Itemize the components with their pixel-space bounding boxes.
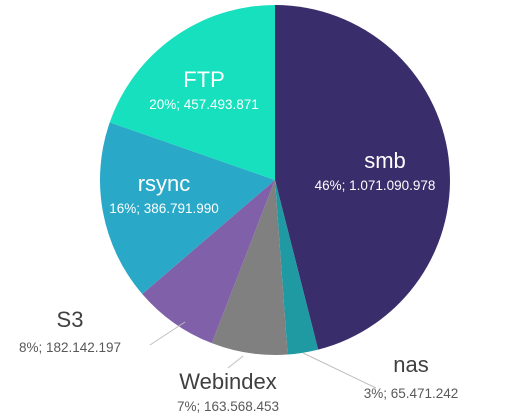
leader-line-s3 [149,321,186,346]
slice-value-label-smb: 46%; 1.071.090.978 [315,178,436,193]
slice-value-label-rsync: 16%; 386.791.990 [109,201,219,216]
leader-line-webindex [227,355,244,369]
slice-name-label-webindex: Webindex [179,369,276,394]
slice-value-label-nas: 3%; 65.471.242 [364,386,459,401]
pie-slices [99,5,450,356]
leader-line-nas [302,352,377,389]
slice-name-label-ftp: FTP [183,67,225,92]
slice-value-label-webindex: 7%; 163.568.453 [177,399,279,414]
slice-value-label-ftp: 20%; 457.493.871 [149,97,259,112]
slice-name-label-nas: nas [393,352,428,377]
pie-slice-ftp [109,5,275,180]
pie-slice-rsync [99,122,275,294]
pie-slice-webindex [211,180,288,356]
leader-lines [149,321,377,389]
slice-name-label-s3: S3 [57,307,84,332]
data-labels: smb 46%; 1.071.090.978 nas 3%; 65.471.242 We… [19,67,458,414]
pie-slice-nas [275,180,319,355]
slice-name-label-smb: smb [364,148,406,173]
pie-slice-smb [275,5,450,350]
slice-value-label-s3: 8%; 182.142.197 [19,340,121,355]
pie-slice-s3 [142,180,275,344]
slice-name-label-rsync: rsync [138,171,191,196]
